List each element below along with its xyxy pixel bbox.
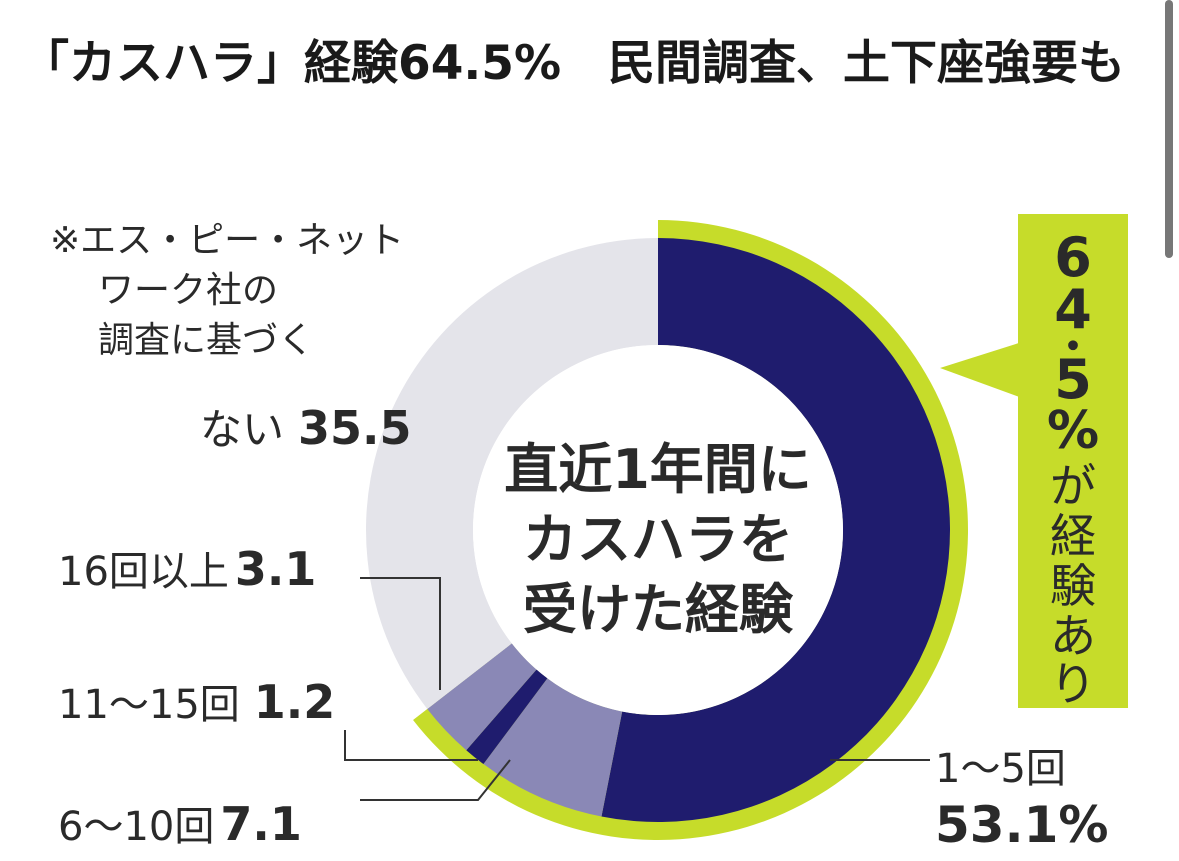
label-16plus-value: 3.1 (235, 542, 317, 596)
headline: 「カスハラ」経験64.5% 民間調査、土下座強要も (22, 36, 1126, 91)
slice-2 (466, 669, 548, 765)
label-1-5-value: 53.1% (935, 796, 1108, 854)
callout-pointer (940, 342, 1022, 398)
note-line-2: ワーク社の (98, 270, 278, 311)
callout-digit-1: 6 (1054, 226, 1092, 289)
label-none: ない 35.5 (200, 401, 412, 455)
label-11-15: 11～15回 1.2 (58, 675, 335, 729)
label-none-value: 35.5 (298, 401, 412, 455)
donut-hole (473, 345, 843, 715)
slice-3 (427, 643, 537, 751)
leader-16plus (360, 577, 441, 690)
callout-dot: ・ (1053, 324, 1093, 370)
callout-percent: % (1047, 401, 1099, 461)
label-6-10: 6～10回 7.1 (58, 797, 302, 851)
label-6-10-value: 7.1 (220, 797, 302, 851)
leader-11-15 (344, 730, 478, 761)
slice-1 (483, 678, 623, 817)
callout-char-3: 験 (1050, 559, 1096, 613)
scrollbar[interactable] (1165, 0, 1173, 258)
center-label-line-2: カスハラを (523, 508, 793, 571)
label-16plus: 16回以上 3.1 (58, 542, 316, 596)
callout-digit-3: 5 (1054, 348, 1092, 411)
label-16plus-text: 16回以上 (58, 549, 229, 595)
callout-text: 6 4 ・ 5 % が 経 験 あ り (1047, 226, 1099, 711)
callout-char-2: 経 (1050, 509, 1096, 563)
label-none-text: ない (200, 405, 284, 454)
center-label-line-3: 受けた経験 (523, 578, 794, 641)
label-6-10-text: 6～10回 (58, 804, 214, 850)
label-11-15-value: 1.2 (254, 675, 336, 729)
callout-box (1018, 214, 1128, 708)
note-line-1: ※エス・ピー・ネット (50, 220, 404, 261)
callout-digit-2: 4 (1054, 278, 1092, 341)
leader-6-10 (360, 759, 511, 801)
label-11-15-text: 11～15回 (58, 682, 240, 728)
callout-char-4: あ (1050, 609, 1096, 663)
slice-0 (601, 238, 950, 823)
note-line-3: 調査に基づく (98, 320, 314, 361)
callout-char-1: が (1050, 459, 1096, 513)
label-1-5-text: 1～5回 (935, 746, 1066, 792)
callout-char-5: り (1050, 657, 1096, 711)
center-label-line-1: 直近1年間に (504, 438, 812, 501)
